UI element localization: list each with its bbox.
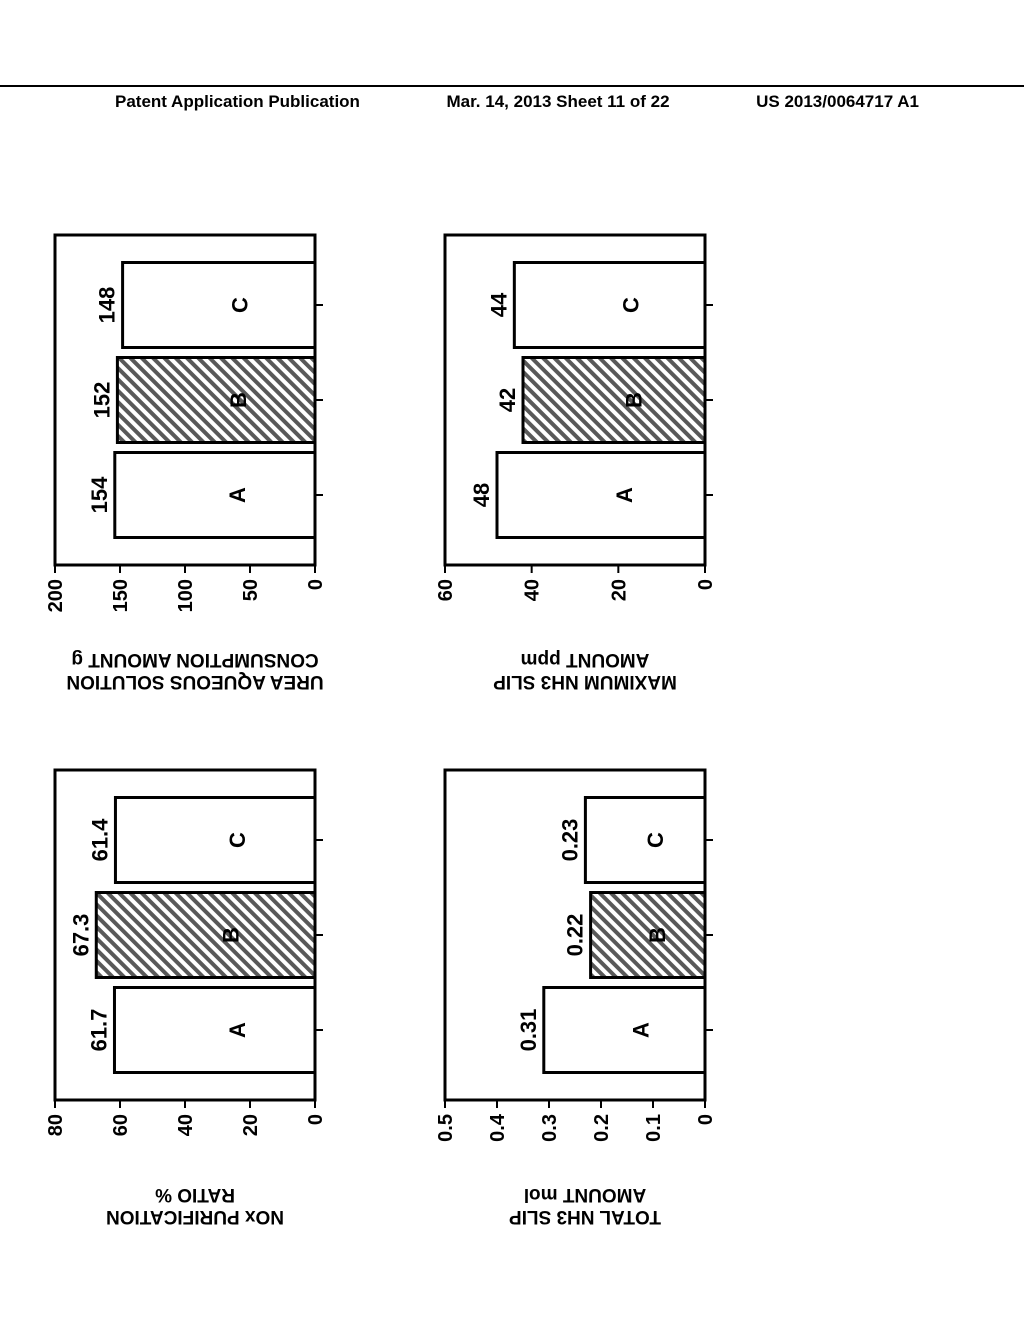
svg-text:0.3: 0.3: [539, 1114, 561, 1142]
svg-text:50: 50: [240, 579, 262, 601]
bar-value-label: 148: [95, 287, 120, 324]
figure-rotated-container: FIG.11 NOx PURIFICATIONRATIO %020406080A…: [0, 295, 1024, 1055]
svg-text:60: 60: [110, 1114, 132, 1136]
bar: [115, 453, 315, 538]
chart-ylabel: TOTAL NH3 SLIPAMOUNT mol: [455, 1183, 715, 1227]
bar-category-label: C: [618, 297, 643, 313]
svg-text:0.4: 0.4: [487, 1113, 509, 1142]
bar-category-label: B: [218, 927, 243, 943]
chart-max-slip: MAXIMUM NH3 SLIPAMOUNT ppm0204060A48B42C…: [415, 210, 755, 640]
charts-grid: NOx PURIFICATIONRATIO %020406080A61.7B67…: [25, 175, 755, 1175]
svg-text:0: 0: [305, 1114, 327, 1125]
bar-value-label: 0.31: [516, 1009, 541, 1052]
bar-value-label: 48: [469, 483, 494, 507]
svg-text:0: 0: [695, 579, 717, 590]
bar: [114, 988, 315, 1073]
bar-category-label: A: [612, 487, 637, 503]
chart-urea: UREA AQUEOUS SOLUTIONCONSUMPTION AMOUNT …: [25, 210, 365, 640]
svg-text:40: 40: [175, 1114, 197, 1136]
bar-category-label: C: [228, 297, 253, 313]
chart-svg: 0 20 40 60 A 48 B 42 C 44: [415, 215, 755, 640]
svg-text:200: 200: [45, 579, 67, 612]
bar-category-label: A: [225, 487, 250, 503]
svg-text:0.1: 0.1: [643, 1114, 665, 1142]
bar-category-label: A: [225, 1022, 250, 1038]
bar: [117, 358, 315, 443]
chart-svg: 0 20 40 60 80 A 61.7 B 67.3 C 61.4: [25, 750, 365, 1175]
svg-text:150: 150: [110, 579, 132, 612]
bar-value-label: 44: [486, 292, 511, 317]
bar-value-label: 42: [495, 388, 520, 412]
bar-value-label: 152: [89, 382, 114, 419]
bar: [514, 263, 705, 348]
bar-category-label: C: [225, 832, 250, 848]
chart-ylabel: NOx PURIFICATIONRATIO %: [65, 1183, 325, 1227]
header-left: Patent Application Publication: [115, 92, 360, 112]
bar-value-label: 61.4: [87, 818, 112, 862]
bar-value-label: 154: [87, 476, 112, 513]
bar: [544, 988, 705, 1073]
bar: [123, 263, 315, 348]
svg-text:100: 100: [175, 579, 197, 612]
header-right: US 2013/0064717 A1: [756, 92, 919, 112]
svg-text:40: 40: [522, 579, 544, 601]
bar-category-label: B: [226, 392, 251, 408]
chart-svg: 0 0.1 0.2 0.3 0.4 0.5 A 0.31 B 0.22 C 0.23: [415, 750, 755, 1175]
svg-text:0: 0: [695, 1114, 717, 1125]
bar-category-label: C: [643, 832, 668, 848]
bar: [96, 893, 315, 978]
svg-text:0.2: 0.2: [591, 1114, 613, 1142]
bar-value-label: 0.22: [563, 914, 588, 957]
svg-text:80: 80: [45, 1114, 67, 1136]
svg-text:60: 60: [435, 579, 457, 601]
chart-ylabel: MAXIMUM NH3 SLIPAMOUNT ppm: [455, 648, 715, 692]
bar-category-label: B: [621, 392, 646, 408]
bar-value-label: 67.3: [68, 914, 93, 957]
bar-value-label: 0.23: [557, 819, 582, 862]
bar-category-label: A: [629, 1022, 654, 1038]
page-header: Patent Application Publication Mar. 14, …: [0, 85, 1024, 112]
svg-text:0: 0: [305, 579, 327, 590]
bar: [523, 358, 705, 443]
bar-value-label: 61.7: [86, 1009, 111, 1052]
chart-ylabel: UREA AQUEOUS SOLUTIONCONSUMPTION AMOUNT …: [65, 648, 325, 692]
bar: [115, 798, 315, 883]
bar-category-label: B: [645, 927, 670, 943]
svg-text:0.5: 0.5: [435, 1114, 457, 1142]
chart-nox: NOx PURIFICATIONRATIO %020406080A61.7B67…: [25, 745, 365, 1175]
header-center: Mar. 14, 2013 Sheet 11 of 22: [447, 92, 670, 112]
bar: [497, 453, 705, 538]
svg-text:20: 20: [240, 1114, 262, 1136]
chart-svg: 0 50 100 150 200 A 154 B 152 C 148: [25, 215, 365, 640]
chart-total-slip: TOTAL NH3 SLIPAMOUNT mol00.10.20.30.40.5…: [415, 745, 755, 1175]
svg-text:20: 20: [608, 579, 630, 601]
